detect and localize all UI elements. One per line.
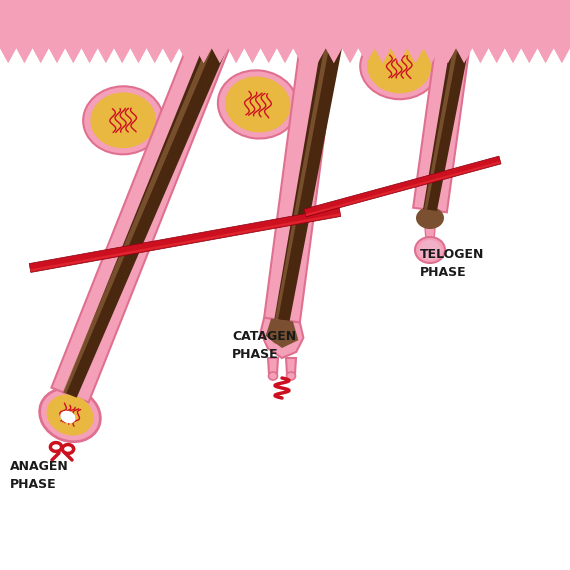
- Polygon shape: [51, 23, 234, 402]
- Polygon shape: [268, 358, 278, 374]
- Polygon shape: [286, 358, 296, 374]
- Ellipse shape: [415, 237, 445, 263]
- Polygon shape: [423, 0, 478, 211]
- Polygon shape: [30, 213, 341, 271]
- Polygon shape: [275, 0, 338, 319]
- Ellipse shape: [60, 411, 76, 424]
- Polygon shape: [29, 207, 341, 272]
- Ellipse shape: [360, 34, 438, 99]
- Text: CATAGEN
PHASE: CATAGEN PHASE: [232, 330, 296, 361]
- Polygon shape: [424, 0, 467, 210]
- Ellipse shape: [218, 70, 298, 139]
- Polygon shape: [63, 0, 246, 398]
- Ellipse shape: [40, 388, 100, 442]
- Polygon shape: [274, 0, 351, 321]
- Polygon shape: [0, 0, 570, 63]
- Ellipse shape: [419, 240, 441, 260]
- Text: TELOGEN
PHASE: TELOGEN PHASE: [420, 248, 484, 279]
- Polygon shape: [0, 0, 570, 48]
- Ellipse shape: [416, 207, 444, 229]
- Polygon shape: [266, 319, 298, 348]
- Polygon shape: [413, 26, 472, 212]
- Text: ANAGEN
PHASE: ANAGEN PHASE: [10, 460, 69, 491]
- Ellipse shape: [287, 372, 295, 380]
- Polygon shape: [63, 0, 233, 393]
- Polygon shape: [0, 0, 570, 63]
- Polygon shape: [306, 161, 501, 216]
- Polygon shape: [425, 228, 435, 240]
- Ellipse shape: [225, 76, 291, 132]
- Ellipse shape: [269, 323, 295, 345]
- Polygon shape: [260, 317, 303, 358]
- Polygon shape: [264, 28, 338, 323]
- Ellipse shape: [83, 86, 163, 154]
- Polygon shape: [0, 0, 570, 48]
- Ellipse shape: [367, 40, 431, 93]
- Ellipse shape: [268, 372, 278, 380]
- Polygon shape: [304, 156, 501, 217]
- Ellipse shape: [47, 394, 93, 435]
- Ellipse shape: [91, 92, 156, 148]
